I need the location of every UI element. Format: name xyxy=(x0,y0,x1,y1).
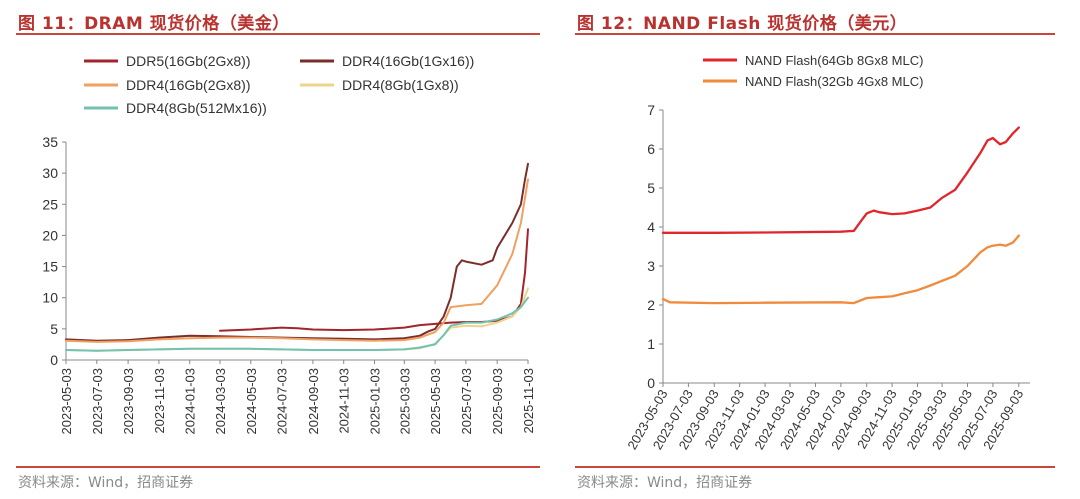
y-tick-label: 25 xyxy=(42,196,58,212)
series-line-ddr4-8gb-512mx16 xyxy=(65,296,529,352)
y-tick-label: 20 xyxy=(42,227,58,243)
x-tick-label: 2024-03-03 xyxy=(213,368,228,435)
legend-entry-ddr4-16gb-2gx8: DDR4(16Gb(2Gx8)) xyxy=(84,77,250,93)
x-tick-label: 2023-09-03 xyxy=(121,368,136,435)
legend-entry-ddr4-16gb-1gx16: DDR4(16Gb(1Gx16)) xyxy=(300,53,474,69)
y-tick-label: 0 xyxy=(50,352,58,368)
x-tick-label: 2023-05-03 xyxy=(59,368,74,435)
nand-top-rule xyxy=(575,33,1055,35)
nand-bottom-rule xyxy=(575,466,1055,468)
x-tick-label: 2025-11-03 xyxy=(521,368,536,434)
y-tick-label: 10 xyxy=(42,290,58,306)
dram-source: 资料来源：Wind，招商证券 xyxy=(18,475,194,491)
legend-entry-ddr4-8gb-1gx8: DDR4(8Gb(1Gx8)) xyxy=(300,77,459,93)
y-tick-label: 30 xyxy=(42,165,58,181)
x-tick-label: 2024-05-03 xyxy=(244,368,259,435)
series-line-ddr5-16gb-2gx8 xyxy=(219,228,529,332)
dram-chart: 0 5 10 15 20 25 30 35 2023-05-03 2023-07-03 2023-0… xyxy=(42,53,536,435)
legend-entry-ddr4-8gb-512mx16: DDR4(8Gb(512Mx16)) xyxy=(84,100,267,116)
dram-figure-title: 图 11：DRAM 现货价格（美金） xyxy=(18,14,290,34)
legend-label: DDR4(8Gb(512Mx16)) xyxy=(126,100,267,116)
x-tick-label: 2023-07-03 xyxy=(90,368,105,435)
y-tick-label: 4 xyxy=(647,219,655,235)
dram-bottom-rule xyxy=(16,466,540,468)
y-tick-label: 2 xyxy=(647,297,655,313)
x-tick-label: 2024-01-03 xyxy=(183,368,198,435)
y-tick-label: 6 xyxy=(647,141,655,157)
y-tick-label: 5 xyxy=(50,321,58,337)
x-tick-label: 2023-11-03 xyxy=(152,368,167,434)
y-tick-label: 5 xyxy=(647,180,655,196)
x-tick-label: 2025-07-03 xyxy=(459,368,474,435)
dram-panel: 图 11：DRAM 现货价格（美金） 0 5 10 15 20 25 30 35 2023-05… xyxy=(16,14,540,491)
series-line-nand-flash-64gb-8gx8-mlc xyxy=(661,126,1020,234)
legend-label: DDR5(16Gb(2Gx8)) xyxy=(126,53,250,69)
x-tick-label: 2024-11-03 xyxy=(337,368,352,434)
dram-top-rule xyxy=(16,33,540,35)
y-tick-label: 0 xyxy=(647,375,655,391)
legend-entry-nand-flash-64gb-8gx8-mlc: NAND Flash(64Gb 8Gx8 MLC) xyxy=(703,53,923,68)
legend-label: NAND Flash(32Gb 4Gx8 MLC) xyxy=(745,74,923,89)
x-tick-label: 2025-01-03 xyxy=(368,368,383,435)
series-line-nand-flash-32gb-4gx8-mlc xyxy=(661,234,1020,305)
x-tick-label: 2025-03-03 xyxy=(397,368,412,435)
legend-entry-nand-flash-32gb-4gx8-mlc: NAND Flash(32Gb 4Gx8 MLC) xyxy=(703,74,923,89)
nand-chart: 012345672023-05-032023-07-032023-09-0320… xyxy=(624,53,1030,452)
legend-label: DDR4(8Gb(1Gx8)) xyxy=(342,77,459,93)
series-line-ddr4-16gb-1gx16 xyxy=(65,162,529,342)
x-tick-label: 2025-09-03 xyxy=(490,368,505,435)
y-tick-label: 3 xyxy=(647,258,655,274)
legend-label: DDR4(16Gb(1Gx16)) xyxy=(342,53,474,69)
y-tick-label: 35 xyxy=(42,134,58,150)
nand-source: 资料来源：Wind，招商证券 xyxy=(577,475,753,491)
y-tick-label: 7 xyxy=(647,102,655,118)
series-line-ddr4-16gb-2gx8 xyxy=(65,178,529,343)
x-tick-label: 2024-09-03 xyxy=(306,368,321,435)
legend-entry-ddr5-16gb-2gx8: DDR5(16Gb(2Gx8)) xyxy=(84,53,250,69)
legend-label: DDR4(16Gb(2Gx8)) xyxy=(126,77,250,93)
x-tick-label: 2024-07-03 xyxy=(275,368,290,435)
nand-panel: 图 12：NAND Flash 现货价格（美元） 0 1 2 3 4 5 6 7 2023-05… xyxy=(575,0,1075,499)
x-tick-label: 2025-05-03 xyxy=(428,368,443,435)
y-tick-label: 1 xyxy=(647,336,655,352)
y-tick-label: 15 xyxy=(42,259,58,275)
legend-label: NAND Flash(64Gb 8Gx8 MLC) xyxy=(745,53,923,68)
nand-figure-title: 图 12：NAND Flash 现货价格（美元） xyxy=(577,14,908,34)
